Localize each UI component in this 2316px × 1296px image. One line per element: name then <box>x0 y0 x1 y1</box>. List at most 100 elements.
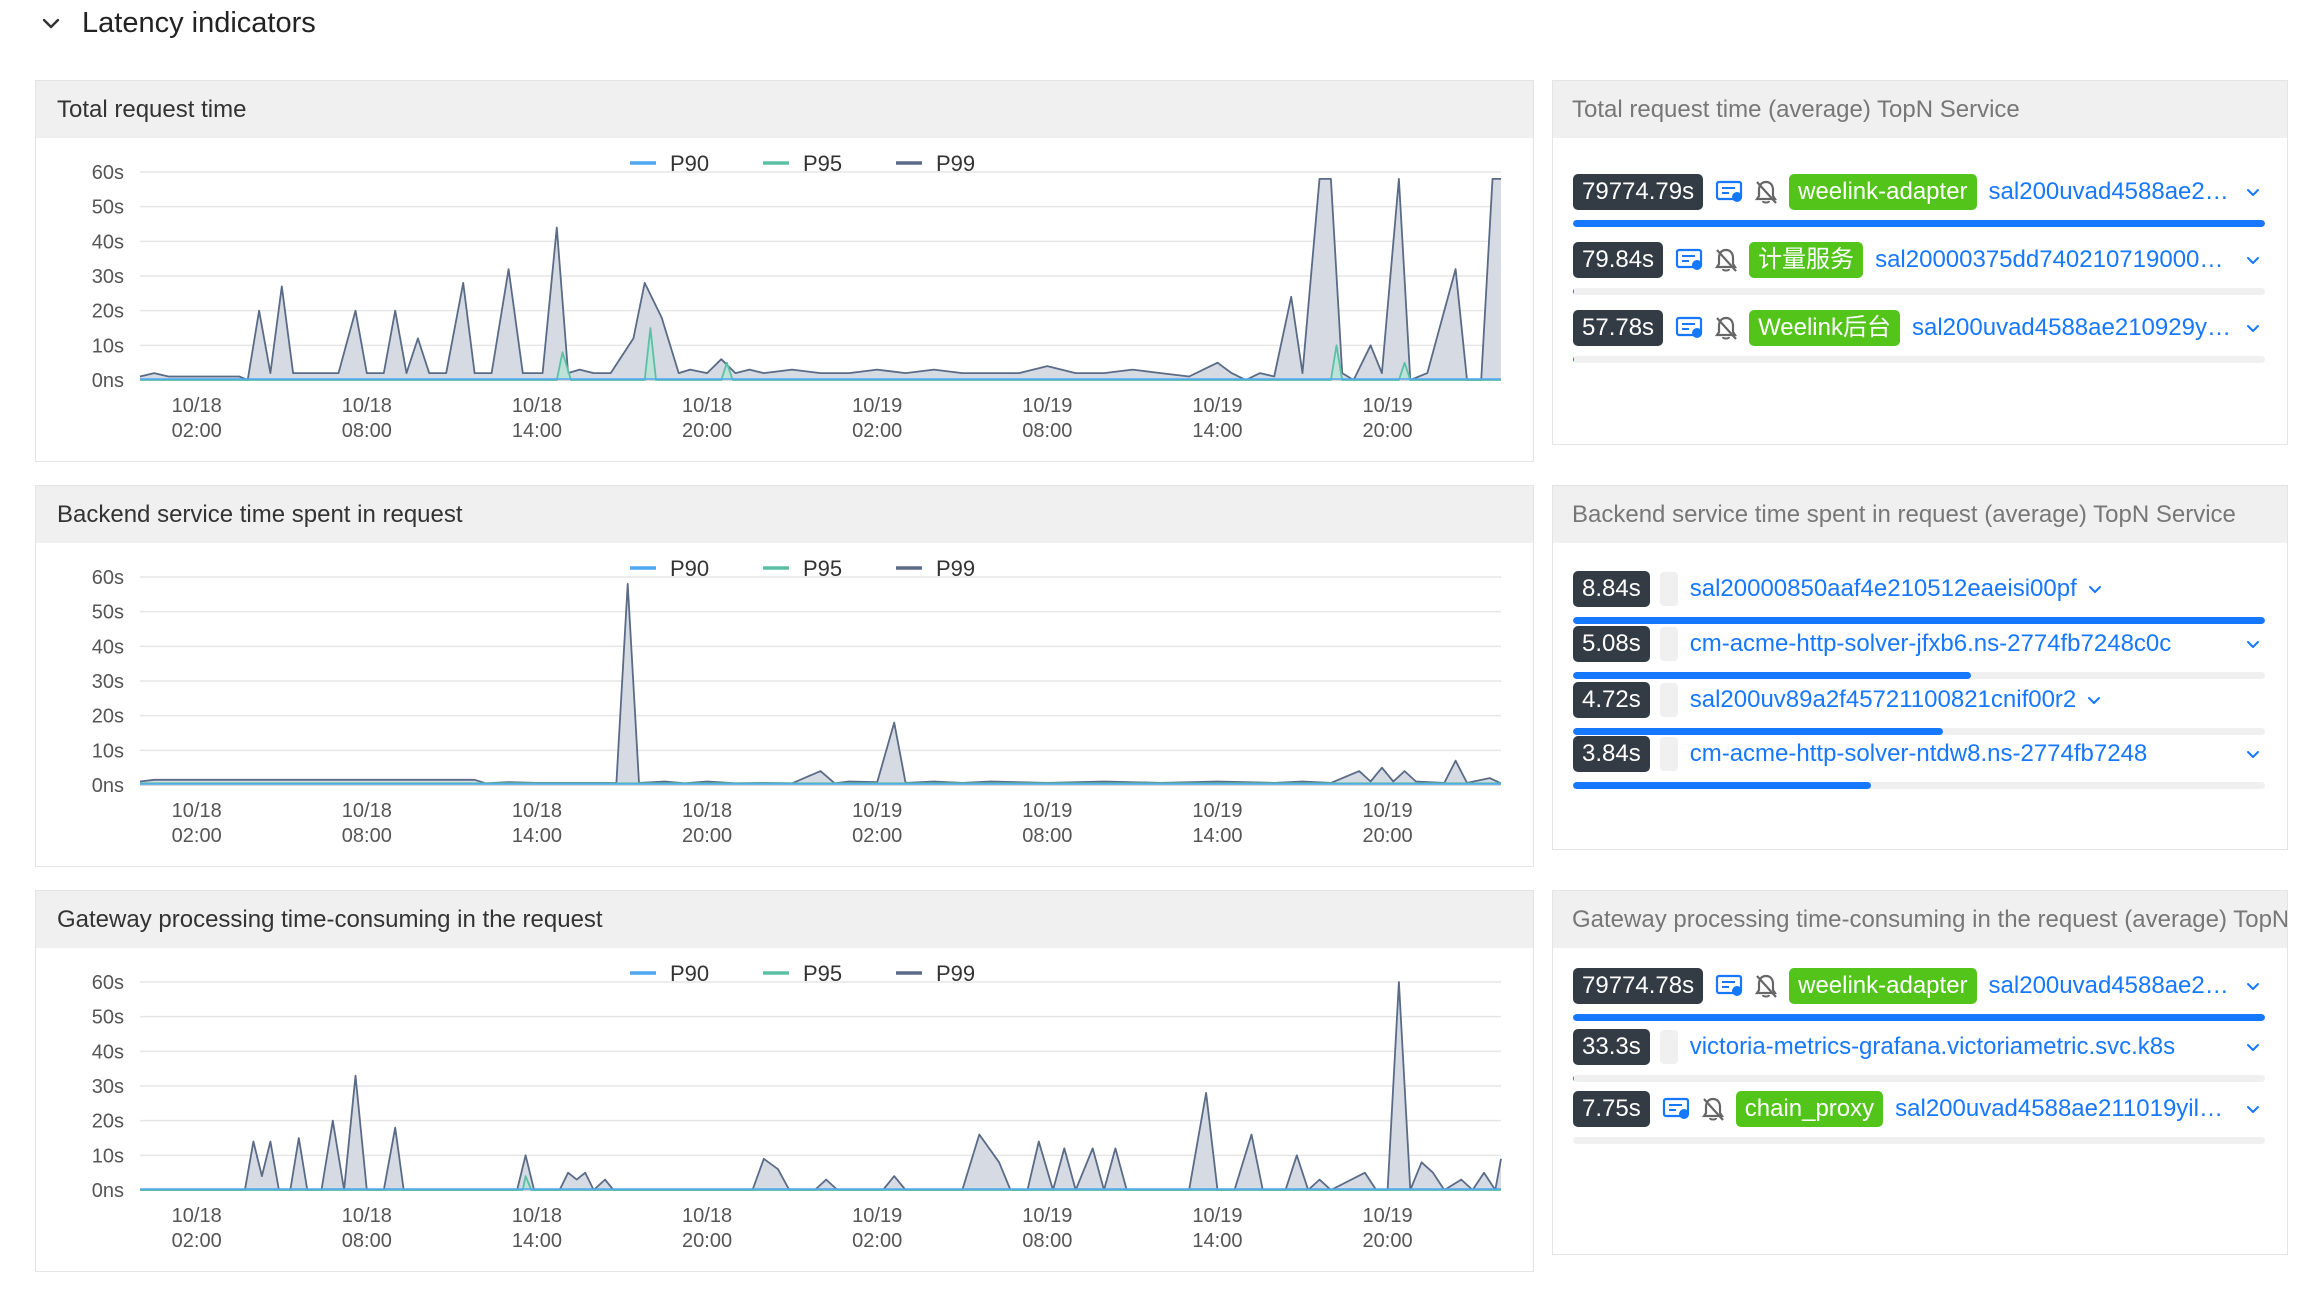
y-tick-label: 30s <box>92 671 124 693</box>
latency-value-badge: 33.3s <box>1573 1029 1650 1065</box>
legend-item-p90[interactable]: P90 <box>630 961 709 986</box>
service-tag: Weelink后台 <box>1749 310 1900 346</box>
topn-row[interactable]: 3.84s cm-acme-http-solver-ntdw8.ns-2774fb… <box>1573 734 2265 789</box>
legend-item-p99[interactable]: P99 <box>896 556 975 581</box>
chart-total-request-time: 60s 50s 40s 30s 20s 10s 0ns 10/18 02:00 10/18 08:0… <box>92 151 1501 442</box>
legend-item-p99[interactable]: P99 <box>896 151 975 176</box>
topn-row[interactable]: 79.84s 计量服务 sal20000375dd7402107190006csae <box>1573 240 2265 295</box>
legend-item-p95[interactable]: P95 <box>763 961 842 986</box>
y-tick-label: 50s <box>92 197 124 219</box>
topn-list: 79774.78s weelink-adapter sal200uvad4588ae… <box>1553 948 2287 1254</box>
y-tick-label: 20s <box>92 706 124 728</box>
latency-value-badge: 79.84s <box>1573 242 1664 278</box>
chart-panel-gateway-processing-time: Gateway processing time-consuming in the… <box>35 890 1534 1272</box>
topn-row[interactable]: 33.3s victoria-metrics-grafana.victoriame… <box>1573 1027 2265 1082</box>
chevron-down-icon[interactable] <box>2241 1097 2265 1121</box>
x-tick-label: 20:00 <box>1363 1230 1413 1252</box>
x-tick-label: 10/18 <box>682 395 732 417</box>
x-tick-label: 02:00 <box>852 420 902 442</box>
progress-fill <box>1573 672 1971 679</box>
service-tag: weelink-adapter <box>1789 968 1977 1004</box>
muted-bell-icon <box>1709 311 1743 345</box>
y-tick-label: 10s <box>92 335 124 357</box>
topn-panel-backend-service-time: Backend service time spent in request (a… <box>1552 485 2288 850</box>
topn-row[interactable]: 79774.78s weelink-adapter sal200uvad4588ae… <box>1573 966 2265 1021</box>
y-tick-label: 60s <box>92 567 124 589</box>
y-tick-label: 20s <box>92 1111 124 1133</box>
chevron-down-icon[interactable] <box>2241 1035 2265 1059</box>
chevron-down-icon[interactable] <box>2082 688 2106 712</box>
x-tick-label: 10/18 <box>682 1205 732 1227</box>
x-tick-label: 20:00 <box>682 825 732 847</box>
section-title: Latency indicators <box>82 6 316 39</box>
service-link[interactable]: sal20000850aaf4e210512eaeisi00pf <box>1689 575 2077 602</box>
chevron-down-icon[interactable] <box>2241 632 2265 656</box>
series-line-p99 <box>139 583 1502 785</box>
chevron-down-icon[interactable] <box>2241 742 2265 766</box>
topn-row[interactable]: 7.75s chain_proxy sal200uvad4588ae211019yi… <box>1573 1089 2265 1144</box>
chevron-down-icon[interactable] <box>2241 974 2265 998</box>
progress-fill <box>1573 1014 2265 1021</box>
progress-fill <box>1573 728 1943 735</box>
progress-track <box>1573 672 2265 679</box>
x-tick-label: 08:00 <box>342 1230 392 1252</box>
y-tick-label: 40s <box>92 636 124 658</box>
chevron-down-icon[interactable] <box>2241 180 2265 204</box>
x-tick-label: 20:00 <box>1363 825 1413 847</box>
latency-value-badge: 8.84s <box>1573 571 1650 607</box>
service-link[interactable]: sal200uvad4588ae210929yilm000 <box>1988 972 2235 999</box>
service-link[interactable]: sal200uvad4588ae210929yilm002 <box>1912 314 2235 341</box>
legend-label: P99 <box>936 961 975 986</box>
y-tick-label: 30s <box>92 266 124 288</box>
chevron-down-icon[interactable] <box>2241 248 2265 272</box>
legend-item-p95[interactable]: P95 <box>763 556 842 581</box>
service-link[interactable]: cm-acme-http-solver-jfxb6.ns-2774fb7248c… <box>1689 630 2172 657</box>
legend-item-p99[interactable]: P99 <box>896 961 975 986</box>
progress-fill <box>1573 220 2265 227</box>
service-link[interactable]: sal200uvad4588ae211019yilm001 <box>1895 1095 2235 1122</box>
latency-value-badge: 7.75s <box>1573 1091 1650 1127</box>
topn-row[interactable]: 79774.79s weelink-adapter sal200uvad4588ae… <box>1573 172 2265 227</box>
chevron-down-icon[interactable] <box>36 8 66 38</box>
chart-gateway-processing-time: 60s 50s 40s 30s 20s 10s 0ns 10/18 02:00 10/18 08:0… <box>92 961 1502 1252</box>
x-tick-label: 02:00 <box>172 825 222 847</box>
topn-row[interactable]: 4.72s sal200uv89a2f45721100821cnif00r2 <box>1573 680 2265 735</box>
chevron-down-icon[interactable] <box>2241 316 2265 340</box>
x-tick-label: 14:00 <box>512 1230 562 1252</box>
x-tick-label: 14:00 <box>512 825 562 847</box>
topn-title: Gateway processing time-consuming in the… <box>1553 891 2287 948</box>
legend-item-p90[interactable]: P90 <box>630 556 709 581</box>
service-link[interactable]: sal200uv89a2f45721100821cnif00r2 <box>1689 686 2077 713</box>
service-link[interactable]: sal20000375dd7402107190006csae <box>1875 246 2235 273</box>
y-tick-label: 60s <box>92 972 124 994</box>
legend-item-p90[interactable]: P90 <box>630 151 709 176</box>
latency-value-badge: 79774.78s <box>1573 968 1704 1004</box>
topn-title: Total request time (average) TopN Servic… <box>1553 81 2287 138</box>
service-link[interactable]: victoria-metrics-grafana.victoriametric.… <box>1689 1033 2176 1060</box>
topn-row[interactable]: 57.78s Weelink后台 sal200uvad4588ae210929yil… <box>1573 308 2265 363</box>
chevron-down-icon[interactable] <box>2083 577 2107 601</box>
series-line-p99 <box>139 178 1501 381</box>
progress-track <box>1573 1014 2265 1021</box>
service-link[interactable]: cm-acme-http-solver-ntdw8.ns-2774fb7248 <box>1689 740 2148 767</box>
service-link[interactable]: sal200uvad4588ae210929yilm000 <box>1988 178 2235 205</box>
legend-label: P90 <box>670 556 709 581</box>
legend-label: P95 <box>803 556 842 581</box>
chart-backend-service-time: 60s 50s 40s 30s 20s 10s 0ns 10/18 02:00 10/18 08:0… <box>92 556 1502 847</box>
progress-fill <box>1573 356 1574 363</box>
section-header[interactable]: Latency indicators <box>36 0 316 46</box>
topn-row[interactable]: 8.84s sal20000850aaf4e210512eaeisi00pf <box>1573 569 2265 624</box>
topn-row[interactable]: 5.08s cm-acme-http-solver-jfxb6.ns-2774fb… <box>1573 624 2265 679</box>
progress-track <box>1573 1075 2265 1082</box>
legend-label: P95 <box>803 151 842 176</box>
x-tick-label: 02:00 <box>172 1230 222 1252</box>
legend-label: P95 <box>803 961 842 986</box>
series-line-p95 <box>140 327 1501 381</box>
x-tick-label: 10/19 <box>1192 800 1242 822</box>
x-tick-label: 10/19 <box>1022 395 1072 417</box>
x-tick-label: 10/19 <box>1022 1205 1072 1227</box>
service-tag: chain_proxy <box>1735 1091 1884 1127</box>
legend-item-p95[interactable]: P95 <box>763 151 842 176</box>
progress-fill <box>1573 782 1871 789</box>
legend-label: P99 <box>936 556 975 581</box>
